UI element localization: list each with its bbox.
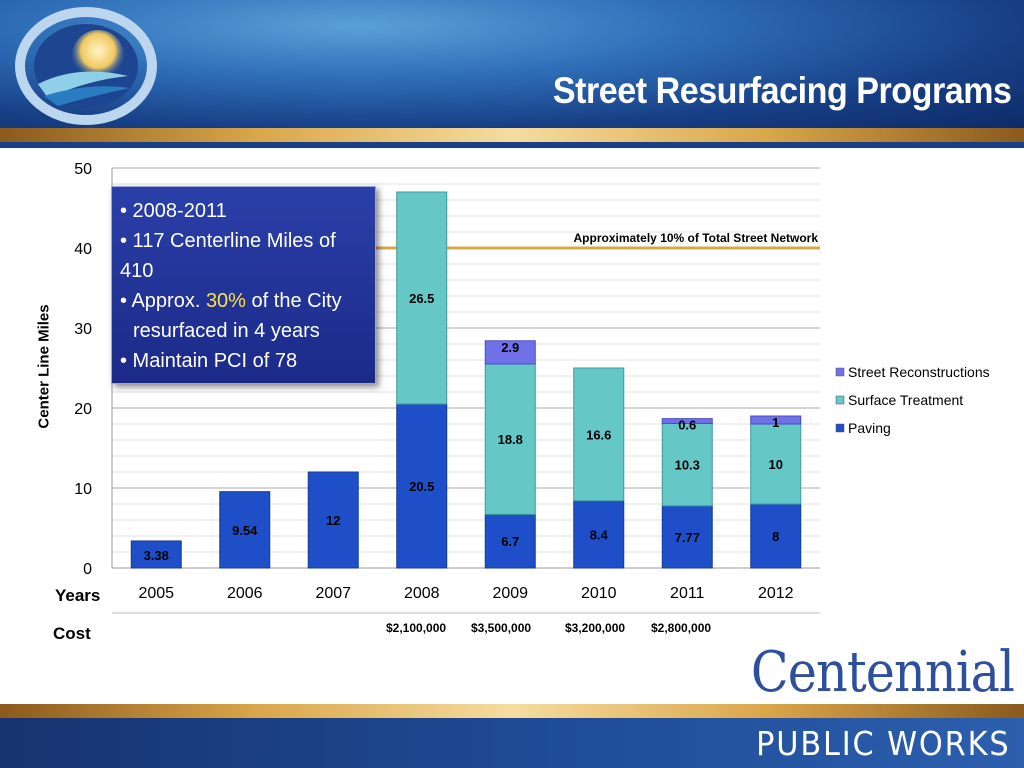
y-tick-label: 10 — [74, 481, 92, 498]
bar-paving — [750, 503, 802, 569]
y-axis-label: Center Line Miles — [35, 304, 53, 429]
bar-paving — [307, 471, 359, 569]
cost-2008: $2,100,000 — [386, 621, 447, 635]
bar-street-reconstructions — [484, 340, 536, 365]
header-band — [0, 0, 1024, 130]
bar-value-label: 16.6 — [586, 427, 611, 442]
x-tick-label: 2006 — [227, 585, 263, 602]
x-tick-label: 2009 — [492, 585, 528, 602]
bar-value-label: 10 — [769, 457, 783, 472]
bar-surface-treatment — [396, 191, 448, 405]
x-tick-label: 2011 — [670, 585, 705, 602]
bar-paving — [219, 491, 271, 569]
x-tick-label: 2012 — [758, 585, 794, 602]
bar-value-label: 3.38 — [144, 548, 169, 563]
bar-paving — [130, 540, 182, 569]
x-tick-label: 2007 — [315, 585, 351, 602]
bar-value-label: 10.3 — [675, 458, 700, 473]
years-label: Years — [55, 586, 101, 605]
bar-value-label: 8.4 — [590, 527, 609, 542]
callout-line-6: • Maintain PCI of 78 — [120, 350, 298, 372]
bar-value-label: 2.9 — [501, 340, 519, 355]
y-tick-label: 50 — [74, 161, 92, 178]
stacked-bar-chart: 0 10 20 30 40 50 Approximately 10% of Total St… — [74, 161, 990, 614]
legend-entry: Surface Treatment — [848, 392, 963, 408]
callout-highlight: 30% — [205, 290, 246, 312]
header-gold-stripe — [0, 128, 1024, 142]
callout-line-5: resurfaced in 4 years — [133, 320, 320, 342]
callout-line-4-pre: • Approx. — [120, 290, 206, 312]
bar-value-label: 8 — [772, 529, 779, 544]
footer-department: PUBLIC WORKS — [755, 724, 1010, 763]
footer-band — [0, 718, 1024, 768]
bar-paving — [396, 403, 448, 569]
bar-paving — [484, 513, 536, 569]
x-tick-label: 2010 — [581, 585, 617, 602]
bar-value-label: 7.77 — [675, 530, 700, 545]
bar-value-label: 1 — [772, 415, 779, 430]
bar-surface-treatment — [750, 423, 802, 505]
bar-value-label: 6.7 — [501, 534, 519, 549]
bar-street-reconstructions — [661, 418, 713, 424]
bar-value-label: 26.5 — [409, 291, 434, 306]
y-tick-label: 20 — [74, 401, 92, 418]
bar-value-label: 0.6 — [678, 418, 696, 433]
y-tick-label: 30 — [74, 321, 92, 338]
bar-value-label: 18.8 — [498, 432, 523, 447]
reference-line-label: Approximately 10% of Total Street Networ… — [574, 231, 819, 245]
bar-value-label: 12 — [326, 513, 340, 528]
city-logo — [15, 7, 157, 125]
summary-callout: • 2008-2011 • 117 Centerline Miles of 41… — [111, 186, 376, 384]
bar-surface-treatment — [661, 422, 713, 507]
callout-line-4-post: of the City — [245, 290, 342, 312]
legend-swatch — [835, 367, 845, 377]
bar-surface-treatment — [484, 363, 536, 515]
callout-line-3: 410 — [120, 260, 154, 282]
legend-entry: Street Reconstructions — [848, 364, 990, 380]
bar-street-reconstructions — [750, 415, 802, 425]
header-blue-stripe — [0, 142, 1024, 148]
slide-title: Street Resurfacing Programs — [553, 70, 1012, 111]
callout-line-2: • 117 Centerline Miles of — [120, 230, 336, 252]
x-tick-label: 2008 — [404, 585, 440, 602]
legend-swatch — [835, 395, 845, 405]
bar-surface-treatment — [573, 367, 625, 502]
x-tick-label: 2005 — [138, 585, 174, 602]
y-tick-label: 40 — [74, 241, 92, 258]
callout-line-4: • Approx. 30% of the City — [120, 286, 367, 316]
callout-line-1: • 2008-2011 — [120, 200, 227, 222]
bar-value-label: 9.54 — [232, 523, 258, 538]
legend-entry: Paving — [848, 420, 891, 436]
y-tick-label: 0 — [83, 561, 92, 578]
bar-paving — [573, 500, 625, 569]
cost-2009: $3,500,000 — [471, 621, 532, 635]
brand-wordmark: Centennial — [750, 640, 1015, 705]
cost-2010: $3,200,000 — [565, 621, 626, 635]
cost-label: Cost — [53, 624, 91, 643]
bar-paving — [661, 505, 713, 569]
legend-swatch — [835, 423, 845, 433]
bar-value-label: 20.5 — [409, 479, 434, 494]
footer-gold-stripe — [0, 704, 1024, 718]
cost-2011: $2,800,000 — [651, 621, 712, 635]
